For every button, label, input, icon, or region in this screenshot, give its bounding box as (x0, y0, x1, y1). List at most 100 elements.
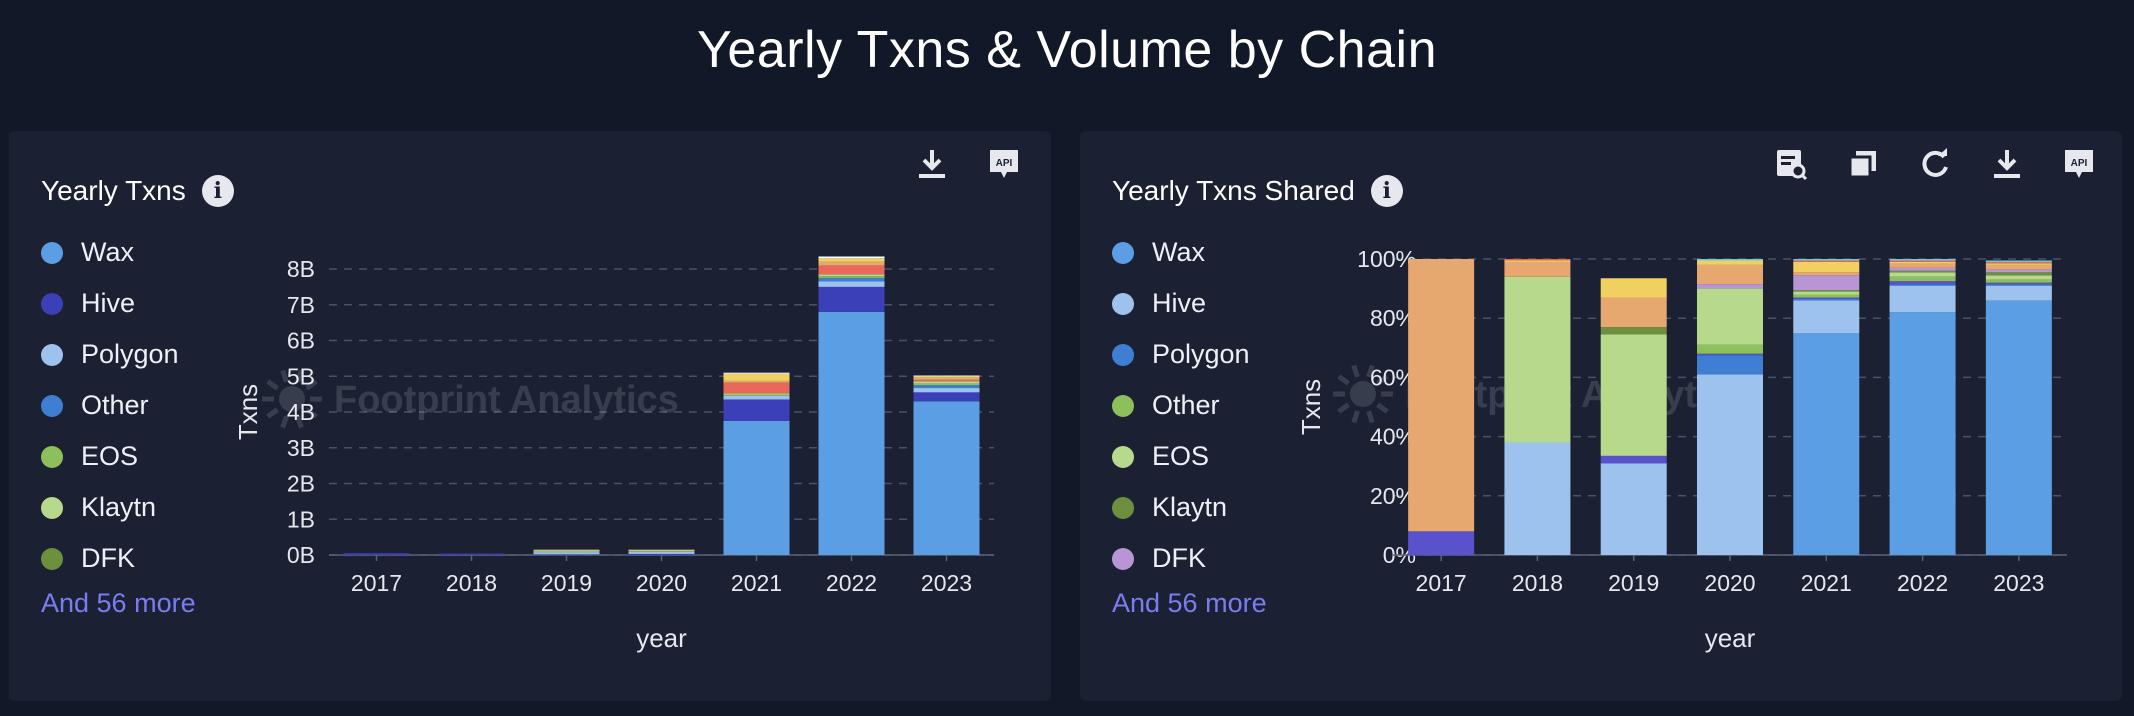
legend-swatch (41, 394, 63, 417)
x-tick-label: 2020 (636, 570, 687, 596)
x-tick-label: 2017 (351, 570, 402, 596)
watermark-logo-ray (1366, 410, 1375, 424)
legend-swatch (41, 445, 63, 468)
chart-legend: Wax Hive Polygon Other EOS Klaytn DFK And 56 mo… (41, 227, 196, 619)
bar-segment-klaytn-2021 (723, 393, 790, 395)
bar-segment-eos-2020 (1697, 288, 1763, 345)
bar-segment-other-chains-2021 (723, 382, 790, 394)
legend-label: Hive (1152, 288, 1207, 318)
bar-segment-polygon-2020 (1697, 355, 1763, 375)
legend-item-polygon[interactable]: Polygon (1112, 329, 1267, 380)
bar-segment-eos-2020 (628, 551, 695, 552)
bar-segment-other-chains-3-2022 (1889, 260, 1956, 262)
bar-segment-hive-2020 (628, 553, 695, 555)
legend-item-other[interactable]: Other (1112, 380, 1267, 431)
x-tick-label: 2018 (1512, 570, 1563, 596)
legend-label: Klaytn (1152, 492, 1228, 522)
bar-segment-other-chains-2021 (1793, 272, 1860, 276)
bar-segment-polygon-2021 (1793, 298, 1860, 301)
download-button[interactable] (911, 143, 953, 185)
y-tick-label: 1B (287, 506, 315, 532)
legend-item-klaytn[interactable]: Klaytn (41, 482, 196, 533)
bar-segment-eos-2022 (818, 276, 885, 278)
yearly-txns-shared-card: API Yearly Txns Shared i Wax Hive Polygon O… (1080, 131, 2122, 701)
legend-swatch (1112, 292, 1134, 315)
watermark-logo-ray (295, 415, 304, 429)
chart-legend: Wax Hive Polygon Other EOS Klaytn DFK And 56 mo… (1112, 227, 1267, 619)
bar-segment-other-chains-4-2021 (1793, 259, 1860, 261)
bar-segment-other-chains-2-2023 (913, 377, 980, 380)
x-tick-label: 2023 (1993, 570, 2044, 596)
bar-segment-other-chains-2018 (1504, 261, 1571, 277)
card-title-text: Yearly Txns (41, 175, 186, 206)
refresh-button[interactable] (1914, 143, 1956, 185)
bar-segment-polygon-2023 (1985, 284, 2052, 286)
bar-segment-hive-2022 (818, 286, 885, 312)
svg-text:API: API (2071, 158, 2088, 169)
legend-item-wax[interactable]: Wax (41, 227, 196, 278)
legend-swatch (1112, 394, 1134, 417)
bar-segment-hive-2020 (1697, 374, 1763, 555)
bar-segment-other-chains-3-2018 (1504, 259, 1571, 261)
bar-segment-hive-2021 (1793, 300, 1860, 333)
bar-segment-other-2020 (1697, 344, 1763, 354)
watermark-logo-ray (1376, 402, 1389, 414)
legend-item-dfk[interactable]: DFK (1112, 533, 1267, 584)
bar-segment-hive-2019 (533, 554, 600, 556)
y-tick-label: 8B (287, 256, 315, 282)
legend-item-other[interactable]: Other (41, 380, 196, 431)
bar-segment-wax-2022 (818, 311, 885, 555)
bar-segment-klaytn-2019 (533, 550, 600, 552)
page-title: Yearly Txns & Volume by Chain (696, 21, 1437, 79)
bar-segment-wax-2023 (913, 401, 980, 555)
card-toolbar: API (911, 143, 1025, 185)
y-tick-label: 6B (287, 328, 315, 354)
bar-segment-klaytn-2023 (913, 381, 980, 384)
download-button[interactable] (1986, 143, 2028, 185)
view-sql-button[interactable] (1770, 143, 1812, 185)
legend-item-wax[interactable]: Wax (1112, 227, 1267, 278)
watermark-logo-ray (1366, 364, 1375, 378)
view-sql-icon (1777, 150, 1808, 181)
legend-label: Polygon (1152, 339, 1250, 369)
y-tick-label: 0B (287, 542, 315, 568)
legend-label: Wax (81, 237, 134, 267)
bar-segment-other-chains-2022 (818, 265, 885, 275)
bar-segment-other-chains-3-2022 (818, 258, 885, 262)
card-title: Yearly Txns Shared i (1112, 175, 1403, 207)
bar-segment-other-chains-2-2018 (1504, 260, 1571, 262)
legend-item-klaytn[interactable]: Klaytn (1112, 482, 1267, 533)
bar-segment-wax-2021 (1793, 333, 1860, 555)
bar-segment-wax-2022 (1889, 312, 1956, 555)
legend-more-link[interactable]: And 56 more (41, 588, 196, 618)
x-axis-title: year (636, 623, 687, 653)
y-tick-label: 7B (287, 292, 315, 318)
bar-segment-other-chains-4-2022 (818, 256, 885, 259)
legend-label: Hive (81, 288, 136, 318)
info-icon[interactable]: i (201, 175, 234, 207)
legend-item-eos[interactable]: EOS (1112, 431, 1267, 482)
legend-item-dfk[interactable]: DFK (41, 533, 196, 584)
bar-segment-other-chains-4-2021 (723, 372, 790, 374)
duplicate-icon (1848, 151, 1876, 179)
bar-segment-other-chains-3-2023 (1985, 261, 2052, 264)
bar-segment-eos-2022 (1889, 272, 1956, 277)
x-tick-label: 2022 (826, 570, 877, 596)
yearly-txns-shared-chart: 0%20%40%60%80%100%Footprint Analytics201… (1296, 246, 2067, 653)
info-icon[interactable]: i (1370, 175, 1403, 207)
yearly-txns-card: API Yearly Txns i Wax Hive Polygon Other EOS… (9, 131, 1051, 701)
api-button[interactable]: API (983, 143, 1025, 185)
api-button[interactable]: API (2058, 143, 2100, 185)
legend-item-hive[interactable]: Hive (1112, 278, 1267, 329)
yearly-txns-chart: 0B 1B 2B 3B 4B 5B 6B 7B 8B Footprint Analytics 201… (233, 256, 994, 653)
bar-segment-eos-2019 (533, 551, 600, 553)
legend-item-polygon[interactable]: Polygon (41, 329, 196, 380)
legend-item-hive[interactable]: Hive (41, 278, 196, 329)
legend-more-link[interactable]: And 56 more (1112, 588, 1267, 618)
legend-label: Other (1152, 390, 1220, 420)
legend-label: DFK (81, 543, 135, 573)
legend-item-eos[interactable]: EOS (41, 431, 196, 482)
duplicate-button[interactable] (1842, 143, 1884, 185)
bar-segment-other-chains-2-2019 (1600, 278, 1667, 298)
download-icon (1994, 150, 2020, 178)
